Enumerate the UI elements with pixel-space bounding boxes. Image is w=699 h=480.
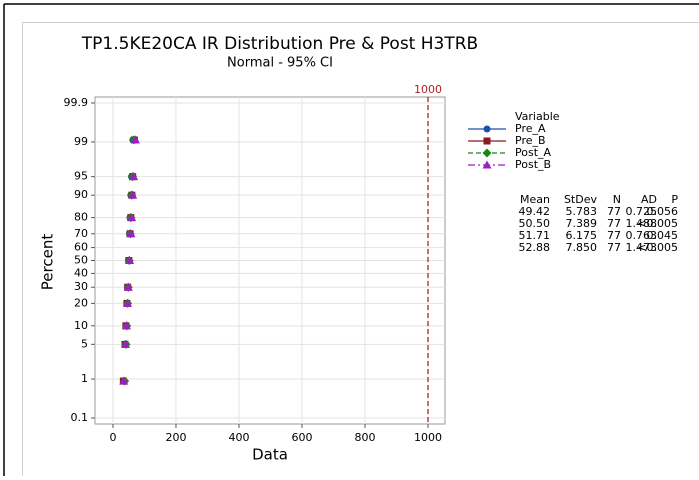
legend-marker <box>484 138 491 145</box>
stats-cell: 77 <box>607 241 621 254</box>
chart-subtitle: Normal - 95% CI <box>227 56 333 71</box>
y-tick-label: 99.9 <box>64 96 89 109</box>
x-tick-label: 400 <box>228 431 249 444</box>
y-tick-label: 40 <box>74 266 88 279</box>
stats-cell: 52.88 <box>519 241 551 254</box>
reference-label: 1000 <box>414 83 442 96</box>
chart-title: TP1.5KE20CA IR Distribution Pre & Post H… <box>81 34 478 54</box>
y-tick-label: 1 <box>81 372 88 385</box>
y-tick-label: 70 <box>74 227 88 240</box>
y-tick-label: 90 <box>74 188 88 201</box>
x-tick-label: 200 <box>165 431 186 444</box>
legend-label: Post_B <box>515 158 551 171</box>
stats-cell: 7.850 <box>566 241 598 254</box>
y-tick-label: 5 <box>81 337 88 350</box>
y-tick-label: 20 <box>74 296 88 309</box>
x-tick-label: 0 <box>109 431 116 444</box>
x-tick-label: 800 <box>354 431 375 444</box>
y-tick-label: 10 <box>74 319 88 332</box>
y-tick-label: 99 <box>74 135 88 148</box>
x-tick-label: 600 <box>291 431 312 444</box>
y-tick-label: 30 <box>74 280 88 293</box>
y-tick-label: 80 <box>74 211 88 224</box>
y-tick-label: 60 <box>74 241 88 254</box>
stats-cell: <0.005 <box>637 241 678 254</box>
y-tick-label: 50 <box>74 254 88 267</box>
y-tick-label: 95 <box>74 170 88 183</box>
legend-marker <box>483 149 492 158</box>
x-axis-label: Data <box>252 446 288 464</box>
legend-marker <box>484 126 491 133</box>
y-axis-label: Percent <box>39 234 57 291</box>
x-tick-label: 1000 <box>414 431 442 444</box>
y-tick-label: 0.1 <box>71 411 89 424</box>
